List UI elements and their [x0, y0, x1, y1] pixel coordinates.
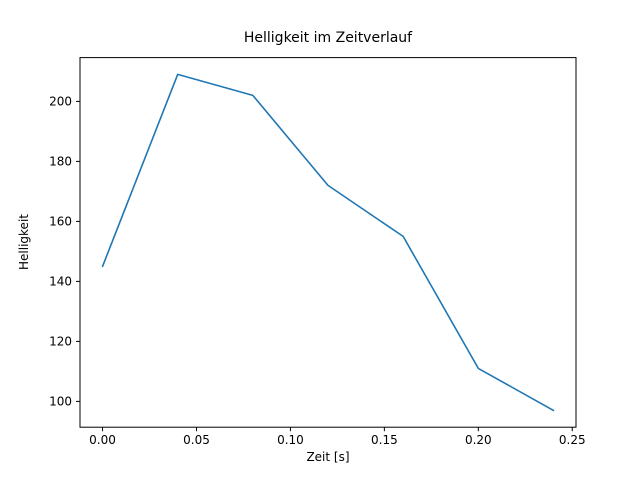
y-tick-label: 160 — [49, 214, 72, 228]
y-tick-label: 100 — [49, 394, 72, 408]
plot-area: 0.00 0.05 0.10 0.15 0.20 0.25 100 120 140 160 180 2… — [49, 57, 586, 447]
x-tick-label: 0.25 — [559, 433, 586, 447]
y-tick-label: 140 — [49, 274, 72, 288]
x-tick-label: 0.20 — [465, 433, 492, 447]
y-tick-label: 180 — [49, 154, 72, 168]
y-tick-label: 120 — [49, 334, 72, 348]
x-tick-label: 0.05 — [183, 433, 210, 447]
y-tick-label: 200 — [49, 94, 72, 108]
axes-spines — [79, 57, 577, 428]
chart-title: Helligkeit im Zeitverlauf — [244, 30, 413, 46]
x-tick-label: 0.00 — [89, 433, 116, 447]
x-tick-label: 0.10 — [277, 433, 304, 447]
x-tick-label: 0.15 — [371, 433, 398, 447]
x-axis-label: Zeit [s] — [306, 450, 349, 464]
data-line — [101, 73, 555, 412]
y-axis-label: Helligkeit — [17, 214, 31, 270]
